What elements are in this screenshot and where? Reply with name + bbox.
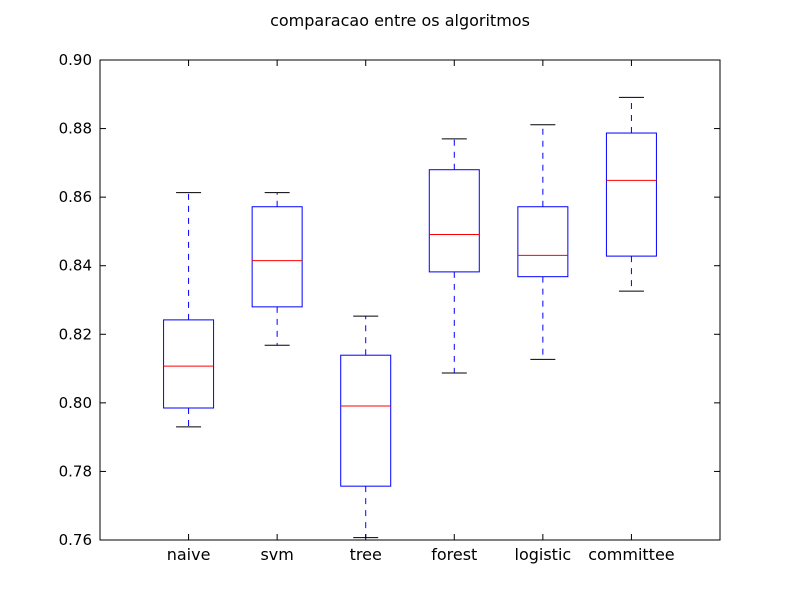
box-committee: [605, 96, 657, 292]
y-tick-label: 0.82: [59, 325, 92, 343]
boxes-layer: [163, 96, 657, 539]
x-tick-label: committee: [588, 545, 674, 564]
box-logistic: [517, 124, 569, 360]
y-tick-label: 0.86: [59, 188, 92, 206]
y-tick-label: 0.76: [59, 531, 92, 549]
y-tick-label: 0.84: [59, 257, 92, 275]
iqr-box: [340, 354, 392, 487]
x-tick-label: svm: [260, 545, 293, 564]
iqr-box: [428, 169, 480, 273]
y-tick-label: 0.78: [59, 462, 92, 480]
plot-area-frame: [99, 59, 721, 541]
iqr-box: [251, 206, 303, 308]
box-svm: [251, 192, 303, 346]
x-tick-label: forest: [431, 545, 477, 564]
y-tick-label: 0.80: [59, 394, 92, 412]
x-tick-label: tree: [350, 545, 382, 564]
iqr-box: [605, 132, 657, 257]
x-tick-label: naive: [167, 545, 211, 564]
y-tick-label: 0.90: [59, 51, 92, 69]
box-forest: [428, 138, 480, 374]
chart-title: comparacao entre os algoritmos: [270, 11, 530, 30]
x-tick-label: logistic: [515, 545, 572, 564]
iqr-box: [517, 206, 569, 278]
box-naive: [163, 192, 215, 428]
iqr-box: [163, 319, 215, 409]
y-tick-label: 0.88: [59, 120, 92, 138]
ticks-layer: 0.76 0.78 0.80 0.82 0.84 0.86 0.88 0.90 naive svm…: [59, 51, 720, 564]
